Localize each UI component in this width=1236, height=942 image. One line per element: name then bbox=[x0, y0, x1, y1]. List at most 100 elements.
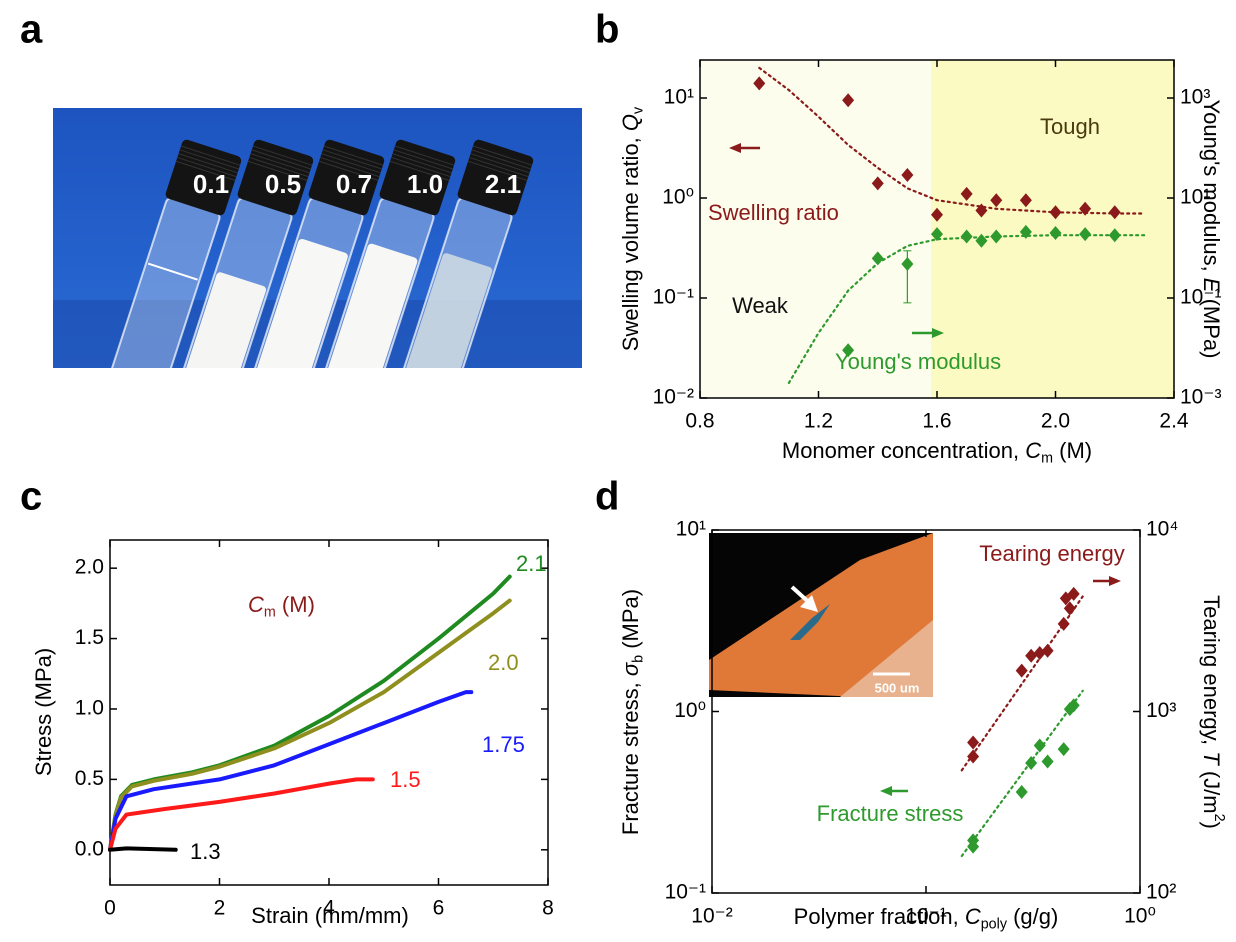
series-label: 1.75 bbox=[482, 732, 525, 757]
label-part: C bbox=[1025, 438, 1041, 463]
label-part: Polymer fraction, bbox=[794, 904, 965, 929]
data-point bbox=[1016, 785, 1028, 799]
y-tick-label: 10¹ bbox=[676, 518, 706, 541]
label-part: Swelling volume ratio, bbox=[618, 131, 643, 351]
region bbox=[931, 60, 1174, 398]
y-tick-label: 0.5 bbox=[75, 767, 104, 790]
y-axis-label: Fracture stress, σb (MPa) bbox=[618, 589, 647, 835]
series-label: Fracture stress bbox=[817, 801, 964, 826]
series-label: Tearing energy bbox=[979, 541, 1125, 566]
y2-tick-label: 10⁴ bbox=[1146, 518, 1178, 541]
y-tick-label: 10¹ bbox=[664, 86, 694, 109]
label-part: Monomer concentration, bbox=[782, 438, 1025, 463]
x-axis-label: Monomer concentration, Cm (M) bbox=[782, 438, 1092, 467]
panel-label: c bbox=[20, 475, 42, 519]
label-part: ) bbox=[1199, 822, 1224, 829]
label-part: σ bbox=[618, 662, 643, 676]
label-part: (MPa) bbox=[1199, 292, 1224, 358]
fit-line bbox=[962, 691, 1083, 856]
series-label: 2.0 bbox=[488, 650, 519, 675]
panel-label: d bbox=[595, 475, 619, 519]
region bbox=[700, 60, 931, 398]
y-tick-label: 1.5 bbox=[75, 626, 104, 649]
y-tick-label: 10⁰ bbox=[662, 186, 694, 209]
label-part: (M) bbox=[1053, 438, 1092, 463]
data-point bbox=[1058, 617, 1070, 631]
data-line bbox=[110, 848, 176, 849]
y2-tick-label: 10⁻³ bbox=[1180, 386, 1221, 409]
label-part: m bbox=[1041, 450, 1053, 466]
arrow-head bbox=[880, 786, 892, 796]
x-tick-label: 10⁰ bbox=[1124, 905, 1156, 928]
x-tick-label: 6 bbox=[433, 897, 445, 920]
label-part: b bbox=[630, 655, 646, 663]
x-tick-label: 2 bbox=[214, 897, 226, 920]
plot-frame bbox=[110, 540, 548, 885]
region-label: Tough bbox=[1040, 114, 1100, 139]
x-tick-label: 0.8 bbox=[685, 410, 714, 433]
region-label: Weak bbox=[732, 293, 789, 318]
series-label: Young's modulus bbox=[835, 349, 1001, 374]
y2-axis-label: Tearing energy, T (J/m2) bbox=[1199, 595, 1227, 829]
label-part: Q bbox=[618, 114, 643, 131]
label-part: (MPa) bbox=[618, 589, 643, 655]
data-point bbox=[1042, 755, 1054, 769]
x-tick-label: 2.4 bbox=[1159, 410, 1189, 433]
series-label: 1.5 bbox=[390, 767, 421, 792]
label-part: Strain (mm/mm) bbox=[251, 903, 409, 928]
y-tick-label: 2.0 bbox=[75, 556, 104, 579]
vial-label: 1.0 bbox=[407, 169, 443, 199]
scale-label: 500 um bbox=[875, 680, 920, 695]
y-tick-label: 1.0 bbox=[75, 697, 104, 720]
y2-axis-label: Young's modulus, E (MPa) bbox=[1199, 100, 1224, 359]
figure: a 0.1 0.5 0.7 1.0 2.1 b Weak Tough 0.8 1.2 1.6 2.0 2… bbox=[0, 0, 1236, 942]
y-axis-label: Stress (MPa) bbox=[31, 648, 56, 776]
series-label: 2.1 bbox=[516, 551, 547, 576]
data-point bbox=[1025, 649, 1037, 663]
label-part: Stress (MPa) bbox=[31, 648, 56, 776]
vial-label: 2.1 bbox=[485, 169, 521, 199]
label-part: 2 bbox=[1211, 814, 1227, 822]
panel-label: b bbox=[595, 8, 619, 52]
label-part: C bbox=[965, 904, 981, 929]
y-tick-label: 0.0 bbox=[75, 837, 104, 860]
data-point bbox=[1016, 664, 1028, 678]
x-tick-label: 0 bbox=[104, 897, 116, 920]
x-tick-label: 2.0 bbox=[1041, 410, 1070, 433]
y-tick-label: 10⁻¹ bbox=[665, 881, 706, 904]
vial-label: 0.1 bbox=[193, 169, 229, 199]
series-label: Swelling ratio bbox=[708, 200, 839, 225]
annotation: Cm (M) bbox=[248, 592, 315, 621]
arrow-head bbox=[1109, 576, 1121, 586]
x-axis-label: Polymer fraction, Cpoly (g/g) bbox=[794, 904, 1059, 933]
y2-tick-label: 10³ bbox=[1146, 699, 1176, 722]
label-part: (g/g) bbox=[1007, 904, 1058, 929]
x-tick-label: 1.2 bbox=[804, 410, 833, 433]
label-part: v bbox=[630, 106, 646, 114]
label-part: poly bbox=[981, 916, 1008, 932]
label-part: m bbox=[264, 604, 276, 620]
data-point bbox=[1058, 742, 1070, 756]
x-tick-label: 8 bbox=[542, 897, 554, 920]
x-tick-label: 1.6 bbox=[922, 410, 951, 433]
x-axis-label: Strain (mm/mm) bbox=[251, 903, 409, 928]
panel-label: a bbox=[20, 8, 43, 52]
vial-label: 0.7 bbox=[336, 169, 372, 199]
label-part: (M) bbox=[276, 592, 315, 617]
label-part: Young's modulus, bbox=[1199, 100, 1224, 278]
label-part: E bbox=[1199, 278, 1224, 293]
label-part: Fracture stress, bbox=[618, 676, 643, 835]
y2-tick-label: 10² bbox=[1146, 881, 1176, 904]
label-part: C bbox=[248, 592, 264, 617]
y-tick-label: 10⁻² bbox=[653, 386, 694, 409]
y-axis-label: Swelling volume ratio, Qv bbox=[618, 106, 647, 351]
y-tick-label: 10⁻¹ bbox=[653, 286, 694, 309]
x-tick-label: 10⁻² bbox=[691, 905, 732, 928]
y-tick-label: 10⁰ bbox=[674, 699, 706, 722]
vial-label: 0.5 bbox=[265, 169, 301, 199]
series-label: 1.3 bbox=[190, 839, 221, 864]
page: {"photo": {"panel_label": "a", "labels":… bbox=[0, 0, 1236, 942]
label-part: (J/m bbox=[1199, 765, 1224, 814]
label-part: Tearing energy, bbox=[1199, 595, 1224, 751]
data-point bbox=[967, 735, 979, 749]
